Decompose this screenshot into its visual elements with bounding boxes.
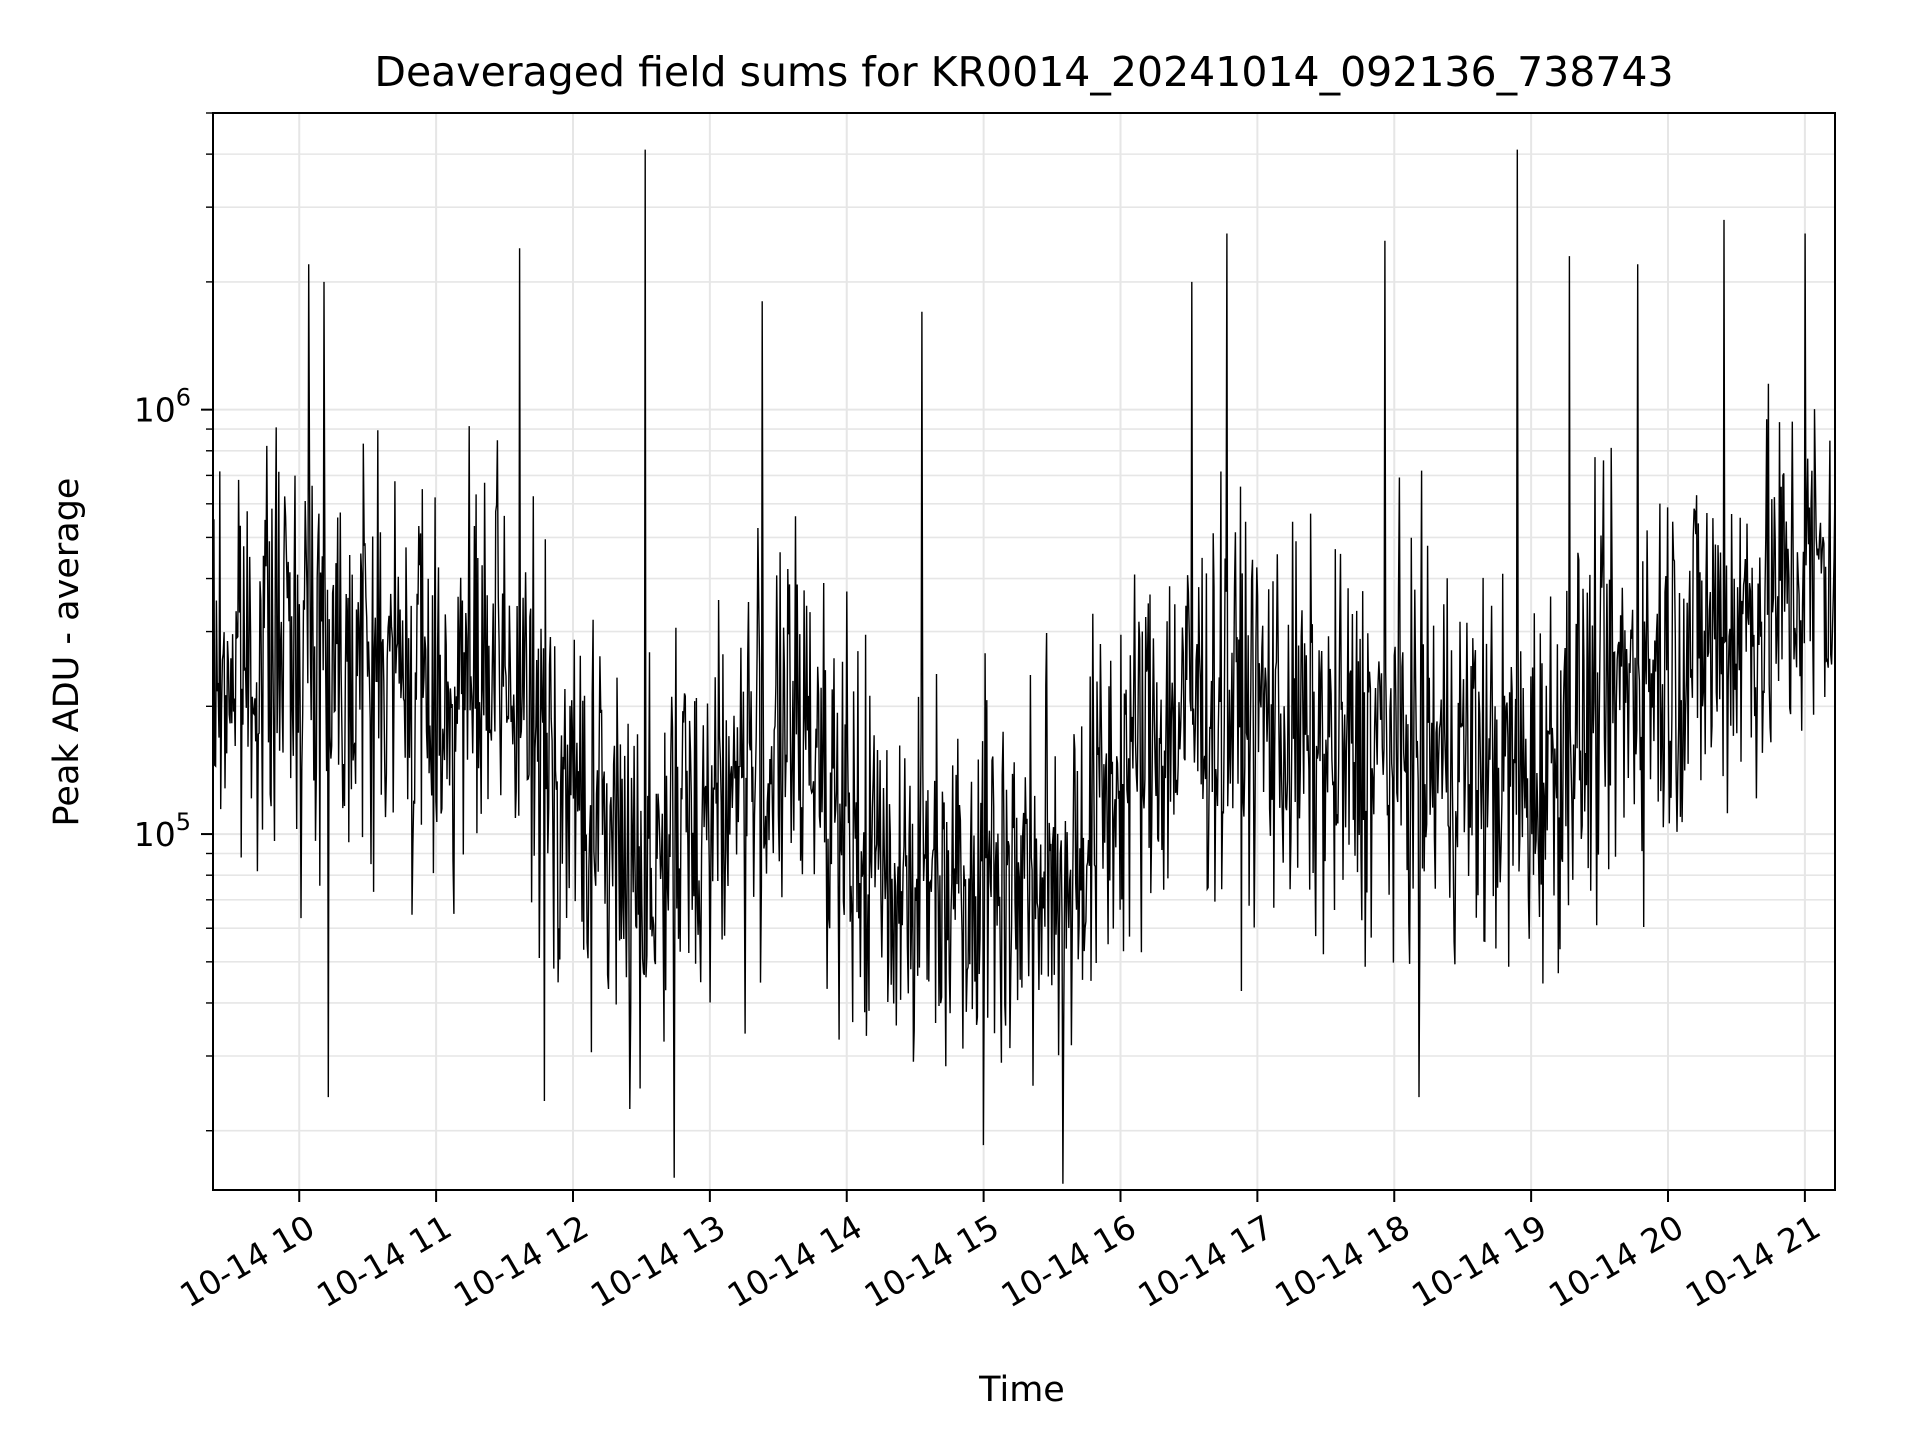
y-tick-label: 105 <box>134 808 191 854</box>
plot-area <box>213 149 1835 1184</box>
y-axis: 105 106 <box>134 112 213 1132</box>
y-tick-label: 106 <box>134 384 191 430</box>
x-axis-label: Time <box>978 1370 1065 1410</box>
series-line <box>213 149 1835 1184</box>
plot-frame <box>212 112 1836 1191</box>
chart-title: Deaveraged field sums for KR0014_2024101… <box>374 48 1673 96</box>
y-axis-label: Peak ADU - average <box>47 478 87 827</box>
